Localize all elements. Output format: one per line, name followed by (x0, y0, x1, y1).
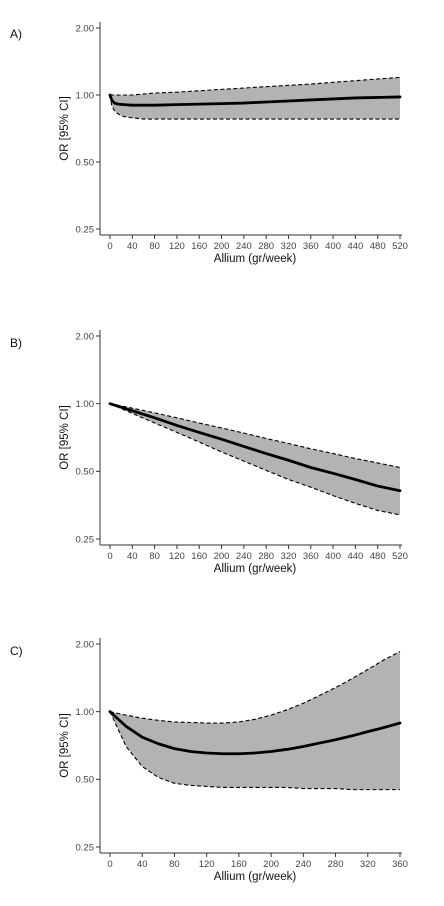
x-tick-label: 200 (214, 241, 230, 252)
x-tick-label: 280 (258, 551, 274, 562)
y-axis-title: OR [95% CI] (59, 96, 71, 161)
ci-upper-line (109, 651, 401, 724)
x-tick-label: 520 (392, 241, 408, 252)
x-tick-label: 80 (149, 551, 160, 562)
x-tick-label: 480 (370, 551, 386, 562)
x-tick-label: 0 (107, 859, 112, 870)
x-tick-label: 320 (281, 241, 297, 252)
x-tick-label: 0 (107, 241, 112, 252)
y-tick-label: 1.00 (76, 90, 95, 101)
x-tick-label: 520 (392, 551, 408, 562)
chart-panel-2: 0.25 0.50 1.00 2.00 0 40 80 120 160 200 240 280 320 3… (10, 330, 408, 575)
x-tick-label: 120 (169, 551, 185, 562)
x-tick-label: 80 (169, 859, 180, 870)
or-estimate-line (108, 710, 402, 756)
x-tick-label: 240 (236, 241, 252, 252)
x-tick-label: 360 (303, 551, 319, 562)
x-tick-label: 440 (347, 551, 363, 562)
chart-panel-1: 0.25 0.50 1.00 2.00 0 40 80 120 160 200 240 280 320 3… (10, 22, 408, 265)
x-tick-label: 320 (281, 551, 297, 562)
y-tick-label: 0.50 (76, 467, 95, 478)
y-axis-title: OR [95% CI] (59, 713, 71, 778)
chart-panel-3: 0.25 0.50 1.00 2.00 0 40 80 120 160 200 240 280 320 3… (10, 638, 408, 883)
y-tick-label: 0.25 (76, 842, 95, 853)
x-axis-title: Allium (gr/week) (214, 563, 297, 575)
x-tick-label: 440 (347, 241, 363, 252)
ci-lower-line (109, 403, 401, 516)
ci-lower-line (109, 94, 400, 120)
x-tick-label: 200 (263, 859, 279, 870)
x-tick-label: 360 (303, 241, 319, 252)
y-axis-title: OR [95% CI] (59, 405, 71, 470)
x-tick-label: 160 (191, 551, 207, 562)
x-tick-label: 400 (325, 551, 341, 562)
y-tick-label: 2.00 (76, 23, 95, 34)
x-tick-label: 480 (370, 241, 386, 252)
ci-band (110, 77, 400, 120)
or-estimate-line (108, 93, 402, 107)
ci-upper-line (109, 403, 401, 469)
x-tick-label: 240 (236, 551, 252, 562)
x-tick-label: 280 (258, 241, 274, 252)
x-tick-label: 120 (199, 859, 215, 870)
y-tick-label: 0.25 (76, 224, 95, 235)
x-tick-label: 40 (137, 859, 148, 870)
panel-label: C) (10, 644, 23, 658)
x-tick-label: 40 (127, 551, 138, 562)
x-tick-label: 0 (107, 551, 112, 562)
ci-band (110, 403, 400, 515)
y-tick-label: 2.00 (76, 331, 95, 342)
x-tick-label: 160 (191, 241, 207, 252)
x-tick-label: 80 (149, 241, 160, 252)
x-tick-label: 360 (392, 859, 408, 870)
y-tick-label: 2.00 (76, 639, 95, 650)
y-tick-label: 1.00 (76, 707, 95, 718)
panel-label: B) (10, 336, 22, 350)
ci-upper-line (110, 76, 401, 96)
panel-label: A) (10, 27, 22, 41)
x-axis-title: Allium (gr/week) (214, 253, 297, 265)
x-tick-label: 40 (127, 241, 138, 252)
x-tick-label: 160 (231, 859, 247, 870)
ci-band (110, 651, 400, 790)
x-tick-label: 120 (169, 241, 185, 252)
x-tick-label: 400 (325, 241, 341, 252)
x-tick-label: 200 (214, 551, 230, 562)
x-tick-label: 280 (328, 859, 344, 870)
y-tick-label: 0.50 (76, 157, 95, 168)
y-tick-label: 0.25 (76, 534, 95, 545)
y-tick-label: 1.00 (76, 399, 95, 410)
or-estimate-line (108, 402, 402, 493)
x-tick-label: 240 (295, 859, 311, 870)
y-tick-label: 0.50 (76, 775, 95, 786)
x-axis-title: Allium (gr/week) (214, 871, 297, 883)
x-tick-label: 320 (360, 859, 376, 870)
